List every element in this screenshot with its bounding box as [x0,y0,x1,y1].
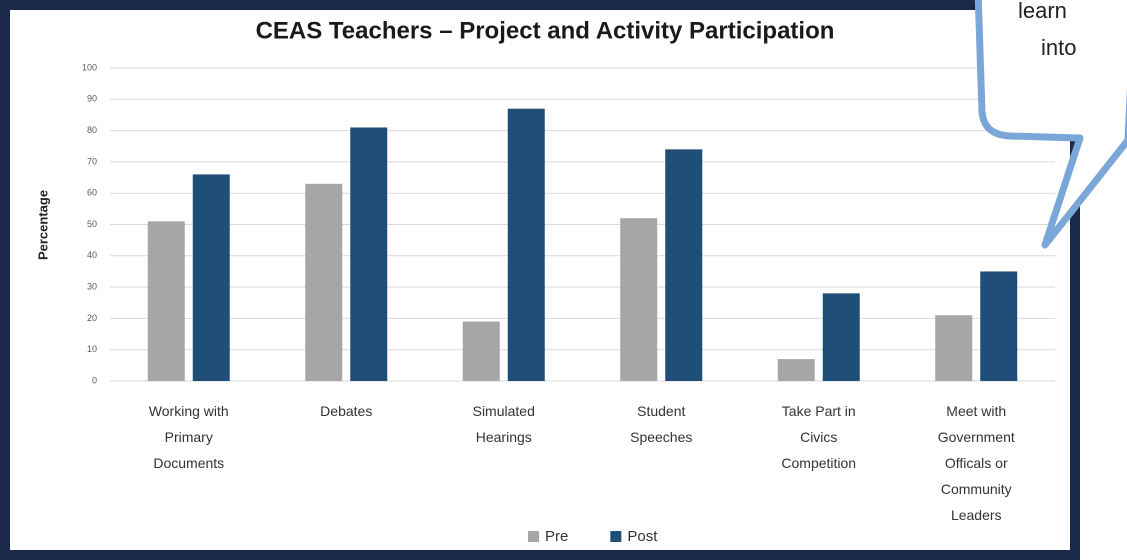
y-tick-label: 100 [82,62,97,72]
x-tick-label: Take Part in Civics Competition [781,403,857,471]
bar [305,183,343,381]
legend-swatch [610,531,622,542]
bar [777,359,815,381]
legend-label: Post [627,528,658,545]
y-tick-label: 0 [92,375,97,385]
x-tick-label: Meet with Government Officals or Communi… [937,403,1015,523]
bar [462,321,500,381]
bar [665,149,703,381]
y-tick-label: 50 [87,219,97,229]
bar [350,127,388,381]
y-tick-label: 30 [87,281,97,291]
y-tick-label: 70 [87,156,97,166]
y-tick-label: 20 [87,313,97,323]
y-tick-label: 80 [87,125,97,135]
bar [620,218,658,381]
y-axis-label: Percentage [35,190,50,260]
bar [192,174,230,381]
bar [935,315,973,381]
legend-swatch [528,531,539,542]
bar [507,108,545,381]
x-tick-label: Student Speeches [630,403,693,445]
bubble-text: into [1041,35,1076,60]
y-tick-label: 90 [87,94,97,104]
bar [980,271,1018,381]
x-tick-label: Debates [320,403,373,419]
legend-label: Pre [545,528,568,545]
bar [822,293,860,381]
y-tick-label: 10 [87,344,97,354]
bar [147,221,185,381]
chart-title: CEAS Teachers – Project and Activity Par… [256,17,835,44]
y-tick-label: 60 [87,188,97,198]
y-tick-label: 40 [87,250,97,260]
speech-bubble: learn into [974,0,1127,249]
x-tick-label: Simulated Hearings [472,403,535,445]
bubble-text: learn [1018,0,1067,23]
bubble-shape [974,0,1127,249]
x-tick-label: Working with Primary Documents [148,403,229,471]
